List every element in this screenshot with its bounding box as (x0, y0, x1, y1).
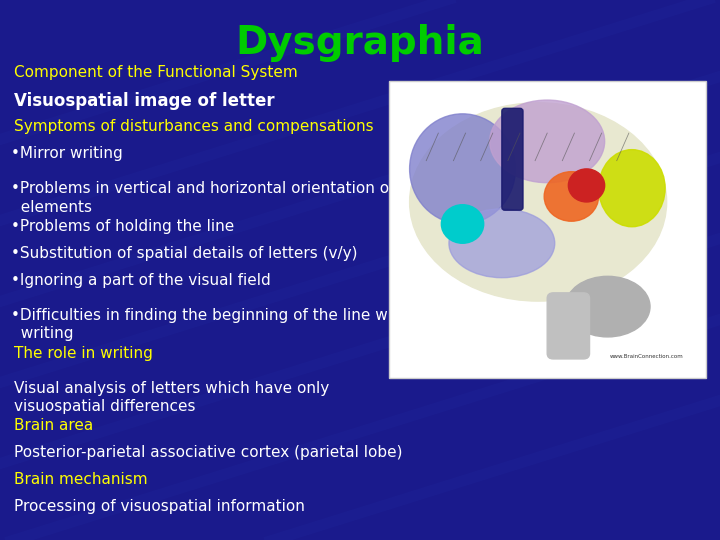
Text: Brain area: Brain area (14, 418, 94, 434)
Text: Component of the Functional System: Component of the Functional System (14, 65, 298, 80)
Text: •Problems in vertical and horizontal orientation of
  elements: •Problems in vertical and horizontal ori… (11, 181, 395, 214)
Text: Processing of visuospatial information: Processing of visuospatial information (14, 500, 305, 515)
Ellipse shape (410, 103, 667, 301)
Text: Symptoms of disturbances and compensations: Symptoms of disturbances and compensatio… (14, 119, 374, 134)
Text: Brain mechanism: Brain mechanism (14, 472, 148, 488)
Ellipse shape (544, 172, 598, 221)
Text: •Problems of holding the line: •Problems of holding the line (11, 219, 234, 234)
Ellipse shape (565, 276, 650, 337)
Ellipse shape (598, 150, 665, 227)
Text: Visual analysis of letters which have only
visuospatial differences: Visual analysis of letters which have on… (14, 381, 330, 414)
Text: •Mirror writing: •Mirror writing (11, 146, 122, 161)
Circle shape (568, 169, 605, 202)
Ellipse shape (410, 114, 516, 224)
FancyBboxPatch shape (502, 109, 523, 210)
Ellipse shape (449, 209, 554, 278)
Text: •Substitution of spatial details of letters (v/y): •Substitution of spatial details of lett… (11, 246, 357, 261)
Ellipse shape (490, 100, 605, 183)
Text: Visuospatial image of letter: Visuospatial image of letter (14, 92, 275, 110)
FancyBboxPatch shape (389, 81, 706, 378)
Text: •Difficulties in finding the beginning of the line when
  writing: •Difficulties in finding the beginning o… (11, 308, 416, 341)
Circle shape (441, 205, 484, 243)
FancyBboxPatch shape (547, 293, 590, 359)
Text: www.BrainConnection.com: www.BrainConnection.com (610, 354, 683, 359)
Text: Dysgraphia: Dysgraphia (235, 24, 485, 62)
Text: •Ignoring a part of the visual field: •Ignoring a part of the visual field (11, 273, 271, 288)
Text: The role in writing: The role in writing (14, 346, 153, 361)
Text: Posterior-parietal associative cortex (parietal lobe): Posterior-parietal associative cortex (p… (14, 446, 403, 461)
